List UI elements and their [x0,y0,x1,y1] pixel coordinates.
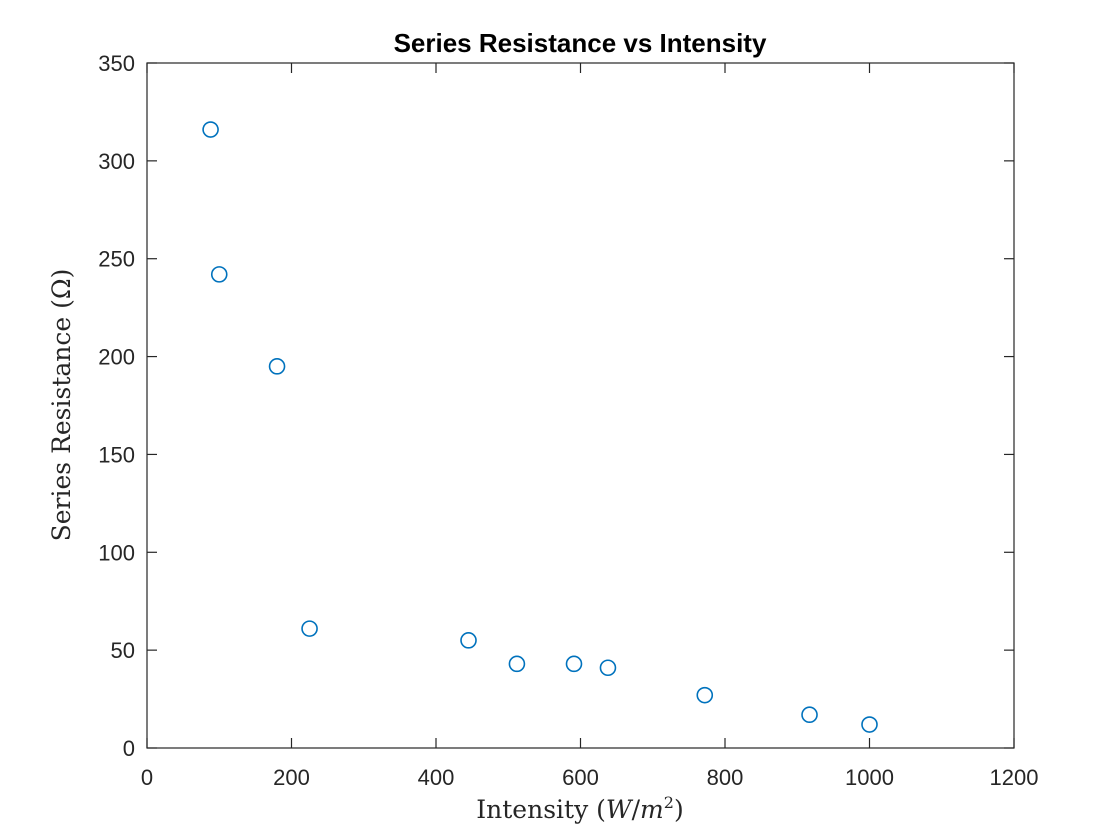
x-axis-label-exponent: 2 [664,793,674,812]
data-point [460,632,477,649]
data-point [508,655,526,673]
y-tick-label: 200 [98,345,135,370]
data-point [861,716,878,733]
x-tick-label: 600 [562,765,599,790]
x-tick-label: 0 [141,765,153,790]
data-point [565,655,583,673]
x-tick-label: 1200 [990,765,1039,790]
data-point [696,686,714,704]
data-point [210,266,228,283]
data-point [801,706,818,724]
data-point [202,121,219,138]
y-tick-label: 150 [98,442,135,467]
y-tick-label: 300 [98,149,135,174]
x-axis-label-suffix: ) [674,795,684,824]
x-axis-label-slash: / [632,795,641,824]
data-points [202,121,878,733]
x-axis-label: Intensity (W/m2) [476,793,683,824]
data-point [301,620,318,637]
y-tick-label: 350 [98,51,135,76]
data-point [268,358,286,375]
x-tick-label: 200 [273,765,310,790]
y-tick-label: 100 [98,540,135,565]
y-axis-label: Series Resistance (Ω) [47,269,76,542]
chart-title: Series Resistance vs Intensity [394,28,767,58]
x-tick-label: 1000 [845,765,894,790]
y-tick-label: 0 [123,736,135,761]
x-axis-label-prefix: Intensity ( [476,795,606,824]
x-axis-label-var-w: W [606,795,634,824]
y-tick-label: 50 [111,638,135,663]
y-tick-labels: 0 50 100 150 200 250 300 350 [98,51,135,761]
y-tick-label: 250 [98,247,135,272]
x-tick-label: 800 [707,765,744,790]
x-axis-label-var-m: m [640,795,664,824]
axis-ticks [146,62,1015,749]
data-point [599,659,617,677]
x-tick-label: 400 [418,765,455,790]
plot-area [146,62,1015,749]
x-tick-labels: 0 200 400 600 800 1000 1200 [141,765,1039,790]
